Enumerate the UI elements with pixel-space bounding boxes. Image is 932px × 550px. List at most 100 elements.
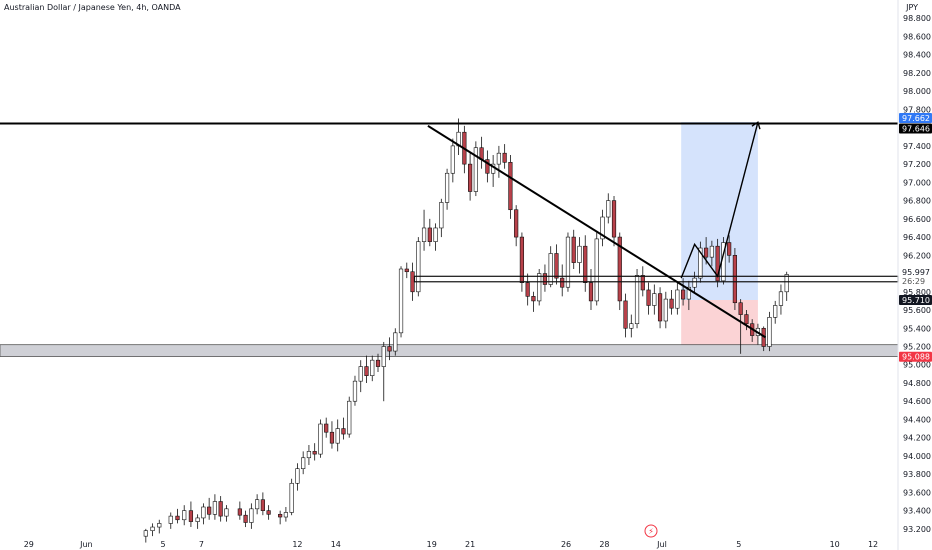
y-tick-label: 98.000 — [903, 87, 931, 96]
candle-body — [266, 510, 271, 515]
candle-body — [663, 298, 668, 322]
candle-body — [623, 300, 628, 329]
candle-body — [212, 501, 218, 515]
candle-body — [224, 508, 229, 517]
y-tick-label: 94.600 — [903, 397, 931, 406]
x-tick-label: 10 — [830, 540, 840, 549]
candle-body — [680, 289, 686, 300]
time-axis[interactable]: 29 Jun 5 7 12 14 19 21 26 28 Jul 5 10 12 ⚡ — [24, 524, 878, 549]
candle-body — [255, 499, 260, 510]
y-tick-label: 94.400 — [903, 415, 931, 424]
candle-body — [207, 506, 212, 515]
candle-body — [324, 423, 329, 433]
event-flash-glyph: ⚡ — [648, 527, 654, 536]
candle-body — [784, 274, 789, 293]
candle-body — [738, 302, 743, 315]
currency-label: JPY — [906, 3, 918, 12]
candle-body — [375, 359, 381, 367]
candle-body — [485, 159, 490, 174]
y-tick-label: 97.200 — [903, 160, 931, 169]
candle-body — [514, 209, 519, 238]
y-tick-label: 98.800 — [903, 14, 931, 23]
candle-body — [554, 253, 559, 279]
y-tick-label: 93.800 — [903, 470, 931, 479]
x-tick-label: 21 — [465, 540, 475, 549]
trendline — [427, 124, 767, 339]
candle-body — [168, 515, 173, 524]
candle-body — [347, 400, 352, 435]
y-tick-label: 96.800 — [903, 197, 931, 206]
x-tick-label: 12 — [292, 540, 302, 549]
y-tick-label: 95.000 — [903, 361, 931, 370]
symbol-title: Australian Dollar / Japanese Yen, 4h, OA… — [4, 3, 181, 12]
target-price-tag: 97.662 — [902, 114, 930, 123]
candle-body — [410, 271, 415, 293]
y-tick-label: 98.200 — [903, 69, 931, 78]
candle-body — [175, 515, 180, 521]
candle-body — [525, 282, 530, 297]
candle-body — [646, 289, 651, 306]
y-tick-label: 93.200 — [903, 525, 931, 534]
candle-body — [352, 380, 358, 402]
candle-body — [617, 236, 622, 302]
candle-body — [201, 506, 206, 519]
x-tick-label: 26 — [561, 540, 571, 549]
candle-body — [306, 451, 312, 459]
candle-body — [773, 305, 778, 318]
y-tick-label: 95.400 — [903, 324, 931, 333]
candle-body — [433, 227, 438, 242]
candle-body — [182, 510, 187, 521]
candle-body — [150, 526, 155, 532]
candle-body — [686, 286, 691, 300]
candle-body — [301, 457, 306, 469]
candle-body — [704, 247, 709, 258]
candle-body — [698, 247, 703, 279]
candle-body — [600, 216, 605, 240]
candle-body — [243, 514, 248, 523]
entry-price-tag: 95.710 — [902, 296, 930, 305]
candle-body — [404, 268, 409, 273]
candle-body — [727, 242, 732, 256]
drawings — [0, 121, 899, 339]
candle-body — [657, 293, 663, 322]
candle-body — [341, 428, 346, 435]
candle-body — [669, 298, 674, 309]
last-price-tag: 95.997 — [902, 268, 930, 277]
x-tick-label: Jun — [79, 540, 93, 549]
resistance-price-tag: 97.646 — [902, 124, 930, 133]
candle-body — [289, 482, 294, 513]
candle-body — [709, 245, 714, 258]
y-tick-label: 96.200 — [903, 251, 931, 260]
candle-body — [577, 245, 582, 263]
price-axis[interactable]: 98.800 98.600 98.400 98.200 98.000 97.800 97.4… — [897, 0, 931, 550]
candle-body — [143, 530, 148, 537]
candle-body — [444, 172, 450, 203]
neckline-box — [413, 275, 899, 283]
candle-body — [640, 275, 645, 291]
x-tick-label: 28 — [599, 540, 609, 549]
candle-body — [583, 245, 588, 283]
candle-body — [450, 145, 455, 174]
x-tick-label: 7 — [199, 540, 204, 549]
x-tick-label: 5 — [736, 540, 741, 549]
candle-body — [387, 346, 392, 352]
candle-body — [318, 423, 323, 455]
candle-body — [560, 277, 565, 288]
projection-arrowhead — [751, 121, 761, 130]
candle-body — [629, 323, 634, 329]
candle-body — [195, 517, 200, 522]
candle-body — [188, 510, 194, 522]
candle-body — [421, 227, 427, 242]
y-tick-label: 93.600 — [903, 488, 931, 497]
candle-body — [537, 273, 542, 302]
y-tick-label: 97.000 — [903, 178, 931, 187]
y-tick-label: 97.800 — [903, 105, 931, 114]
candle-body — [732, 255, 738, 304]
x-tick-label: 5 — [161, 540, 166, 549]
candle-body — [675, 289, 680, 309]
x-tick-label: 19 — [427, 540, 437, 549]
candle-body — [692, 277, 697, 288]
candle-body — [508, 162, 513, 211]
